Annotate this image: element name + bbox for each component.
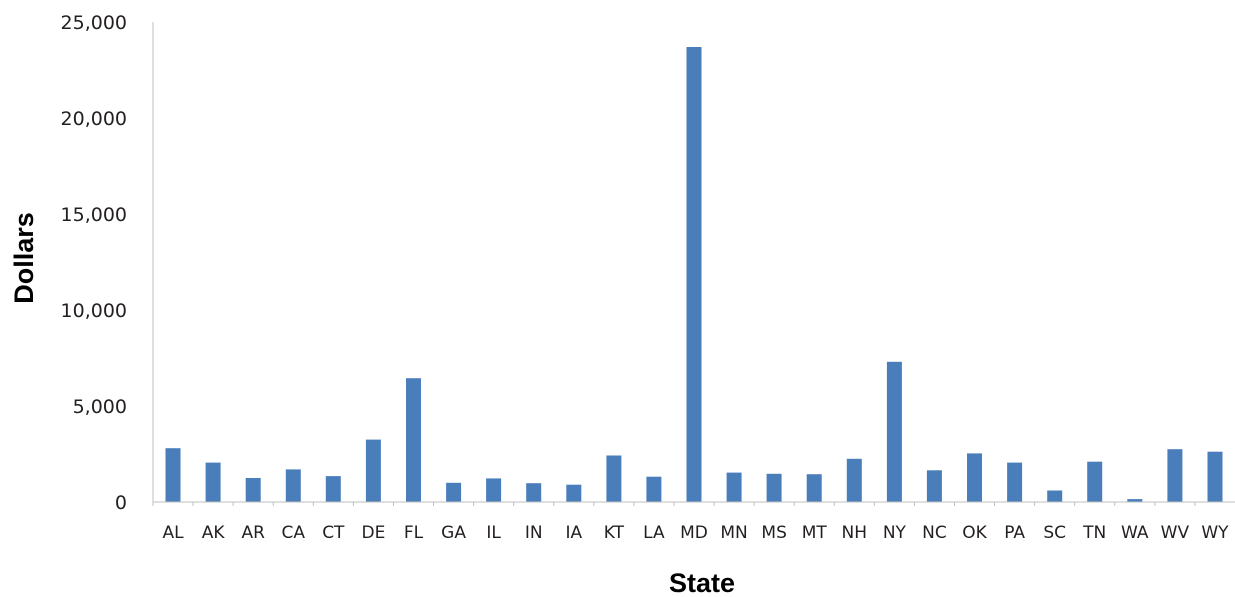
- x-tick-label: KT: [604, 523, 625, 543]
- x-tick-label: WY: [1201, 523, 1229, 543]
- x-tick-label: MT: [802, 523, 828, 543]
- bar-sc: [1047, 490, 1063, 502]
- bar-de: [365, 439, 381, 502]
- y-tick-label: 10,000: [61, 300, 127, 322]
- x-tick-label: AL: [162, 523, 184, 543]
- x-tick-label: NC: [922, 523, 947, 543]
- bar-ok: [967, 453, 982, 502]
- bar-ak: [205, 462, 221, 502]
- x-tick-label: WA: [1121, 523, 1149, 543]
- y-axis-title: Dollars: [9, 212, 39, 304]
- bar-mn: [726, 472, 742, 502]
- x-tick-label: IL: [486, 523, 501, 543]
- x-tick-label: OK: [962, 523, 987, 543]
- x-tick-label: MD: [680, 523, 708, 543]
- bar-fl: [406, 378, 421, 502]
- x-tick-label: WV: [1161, 523, 1190, 543]
- x-tick-label: CT: [322, 523, 345, 543]
- x-tick-label: LA: [643, 523, 665, 543]
- x-tick-label: GA: [441, 523, 466, 543]
- x-tick-label: NY: [883, 523, 907, 543]
- bar-mt: [806, 474, 822, 502]
- bar-md: [686, 47, 702, 502]
- bar-wy: [1207, 451, 1223, 502]
- bar-la: [646, 476, 662, 502]
- bar-il: [486, 478, 502, 502]
- y-tick-label: 25,000: [61, 12, 127, 34]
- bar-nc: [926, 470, 942, 502]
- y-tick-label: 20,000: [61, 108, 127, 130]
- bar-pa: [1007, 462, 1023, 502]
- bar-in: [526, 483, 542, 502]
- y-tick-label: 5,000: [73, 396, 127, 418]
- bar-ms: [766, 473, 782, 502]
- bar-nh: [846, 458, 862, 502]
- x-axis-category-labels: AL AK AR CA CT DE FL GA IL IN IA KT LA MD MN MS MT NH NY NC…: [162, 523, 1229, 543]
- bar-wv: [1167, 449, 1183, 502]
- x-tick-label: FL: [404, 523, 424, 543]
- bar-ct: [325, 476, 341, 502]
- y-axis-ticks: 0 5,000 10,000 15,000 20,000 25,000: [61, 12, 127, 514]
- bar-kt: [606, 455, 622, 502]
- x-tick-label: NH: [842, 523, 868, 543]
- bar-ca: [285, 469, 301, 502]
- x-axis-ticks: [152, 502, 1196, 506]
- x-tick-label: TN: [1082, 523, 1106, 543]
- x-tick-label: MN: [720, 523, 747, 543]
- y-tick-label: 15,000: [61, 204, 127, 226]
- bar-tn: [1087, 461, 1103, 502]
- bar-al: [165, 448, 181, 502]
- bar-wa: [1127, 499, 1143, 502]
- bar-ny: [886, 361, 902, 502]
- y-tick-label: 0: [115, 492, 127, 514]
- x-axis-title: State: [669, 568, 735, 597]
- x-tick-label: DE: [361, 523, 385, 543]
- x-tick-label: SC: [1043, 523, 1066, 543]
- x-tick-label: MS: [761, 523, 786, 543]
- bar-series: [165, 47, 1223, 502]
- x-tick-label: IN: [525, 523, 543, 543]
- x-tick-label: IA: [565, 523, 582, 543]
- bar-ga: [446, 482, 462, 502]
- x-tick-label: PA: [1004, 523, 1025, 543]
- x-tick-label: CA: [282, 523, 306, 543]
- bar-ia: [566, 484, 582, 502]
- x-tick-label: AK: [202, 523, 226, 543]
- x-tick-label: AR: [241, 523, 265, 543]
- bar-ar: [245, 478, 261, 502]
